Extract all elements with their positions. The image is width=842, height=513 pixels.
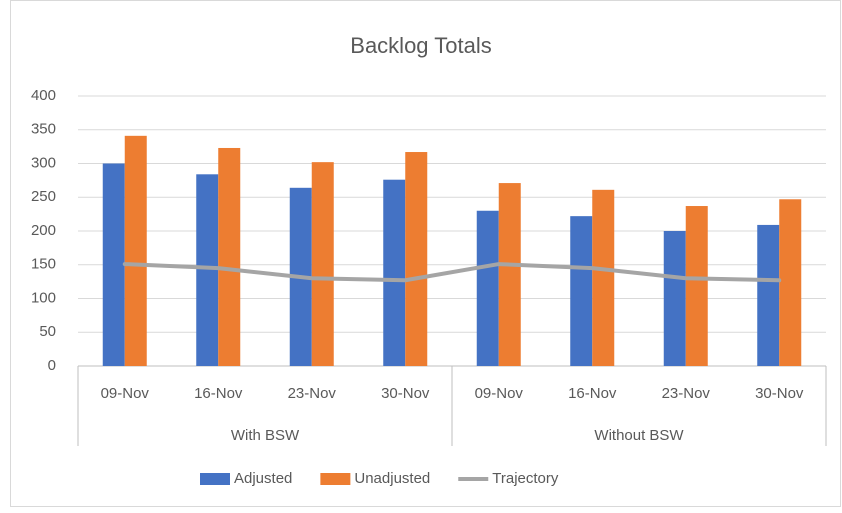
bar <box>663 231 686 366</box>
bar <box>685 206 708 366</box>
x-tick-label: 30-Nov <box>381 385 430 402</box>
legend-swatch <box>320 473 351 485</box>
legend-swatch <box>200 473 230 485</box>
bar <box>570 216 593 366</box>
y-tick-label: 300 <box>31 154 56 171</box>
bar <box>124 135 147 366</box>
bar <box>498 183 521 366</box>
bar <box>102 163 125 366</box>
y-tick-label: 400 <box>31 87 56 104</box>
x-tick-label: 23-Nov <box>288 385 337 402</box>
bar <box>592 189 615 366</box>
bar <box>196 174 219 366</box>
bar <box>757 224 780 366</box>
legend-label: Unadjusted <box>354 470 430 487</box>
bar <box>779 199 802 366</box>
group-label: With BSW <box>231 427 300 444</box>
legend-label: Trajectory <box>492 470 559 487</box>
legend-label: Adjusted <box>234 470 292 487</box>
x-tick-label: 09-Nov <box>475 385 524 402</box>
chart-title: Backlog Totals <box>350 33 491 58</box>
x-tick-label: 30-Nov <box>755 385 804 402</box>
x-tick-label: 23-Nov <box>662 385 711 402</box>
y-tick-label: 150 <box>31 256 56 273</box>
y-tick-label: 100 <box>31 289 56 306</box>
y-tick-label: 0 <box>48 357 56 374</box>
y-tick-label: 50 <box>39 323 56 340</box>
x-tick-label: 16-Nov <box>568 385 617 402</box>
line <box>122 262 782 283</box>
bar <box>405 152 428 366</box>
x-tick-label: 09-Nov <box>101 385 150 402</box>
y-tick-label: 350 <box>31 121 56 138</box>
y-tick-label: 200 <box>31 222 56 239</box>
bar <box>311 162 334 366</box>
bar <box>383 179 406 366</box>
bar <box>476 210 499 366</box>
bar <box>218 147 241 366</box>
x-tick-label: 16-Nov <box>194 385 243 402</box>
group-label: Without BSW <box>594 427 684 444</box>
y-tick-label: 250 <box>31 188 56 205</box>
